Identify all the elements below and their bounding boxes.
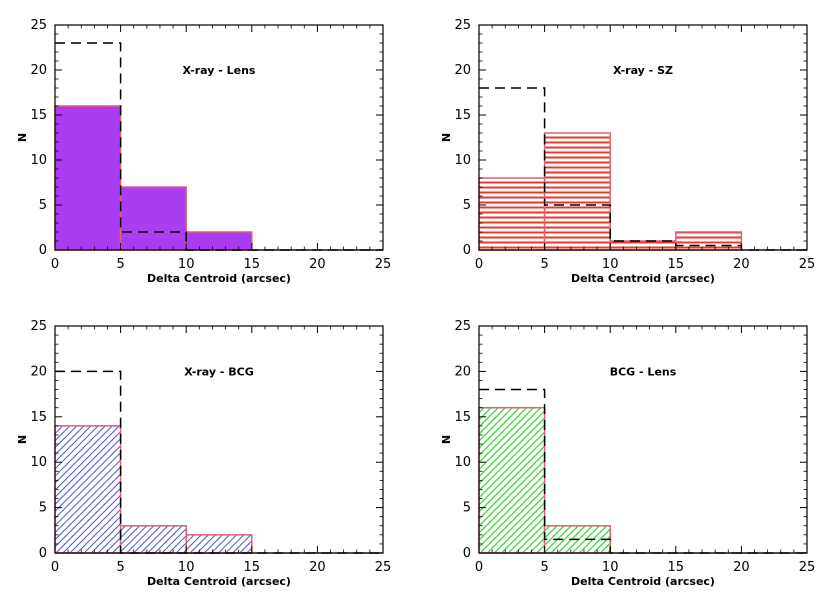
- x-tick-label: 20: [733, 560, 750, 575]
- y-axis-title: N: [440, 133, 453, 142]
- y-axis-title: N: [16, 435, 29, 444]
- x-axis-title: Delta Centroid (arcsec): [571, 575, 715, 588]
- x-tick-label: 15: [244, 257, 261, 272]
- histogram-panel-2: 0 5 10 15 20 25 0 5 10 15 20 25 Delta Centroid (arcs…: [440, 18, 815, 285]
- x-tick-label: 5: [540, 257, 548, 272]
- y-tick-label: 10: [30, 455, 47, 470]
- y-tick-label: 5: [463, 198, 471, 213]
- y-tick-label: 0: [463, 546, 471, 561]
- x-tick-label: 15: [668, 560, 685, 575]
- histogram-bar: [119, 525, 187, 554]
- panel-annotation: X-ray - BCG: [184, 365, 254, 378]
- y-tick-label: 0: [39, 546, 47, 561]
- y-tick-label: 10: [30, 153, 47, 168]
- x-tick-label: 20: [309, 257, 326, 272]
- y-tick-label: 15: [30, 108, 47, 123]
- y-tick-label: 25: [454, 319, 471, 334]
- x-tick-label: 10: [178, 560, 195, 575]
- histogram-bar: [185, 231, 253, 251]
- x-tick-label: 20: [733, 257, 750, 272]
- x-axis-title: Delta Centroid (arcsec): [147, 575, 291, 588]
- x-tick-label: 5: [116, 257, 124, 272]
- y-tick-label: 20: [30, 63, 47, 78]
- y-tick-label: 5: [39, 198, 47, 213]
- histogram-bar: [543, 132, 611, 251]
- y-tick-label: 15: [30, 410, 47, 425]
- y-tick-label: 0: [39, 243, 47, 258]
- histogram-bar: [54, 105, 122, 251]
- y-tick-label: 15: [454, 410, 471, 425]
- y-tick-label: 10: [454, 153, 471, 168]
- plot-frame: [54, 325, 384, 554]
- x-tick-label: 25: [799, 560, 816, 575]
- panel-annotation: X-ray - Lens: [183, 64, 256, 77]
- panel-annotation: BCG - Lens: [610, 365, 677, 378]
- histogram-bar: [185, 534, 253, 554]
- y-tick-label: 5: [463, 501, 471, 516]
- plot-frame: [478, 24, 808, 251]
- x-tick-label: 5: [540, 560, 548, 575]
- y-axis-title: N: [16, 133, 29, 142]
- histogram-bar: [478, 406, 546, 554]
- y-tick-label: 20: [454, 63, 471, 78]
- x-tick-label: 10: [178, 257, 195, 272]
- x-tick-label: 25: [375, 257, 392, 272]
- x-tick-label: 25: [799, 257, 816, 272]
- y-tick-label: 20: [30, 364, 47, 379]
- y-tick-label: 10: [454, 455, 471, 470]
- histogram-panel-1: 0 5 10 15 20 25 0 5 10 15 20 25 Delta Centroid (arcs…: [16, 18, 391, 285]
- plot-frame: [478, 325, 808, 554]
- x-tick-label: 5: [116, 560, 124, 575]
- panel-annotation: X-ray - SZ: [613, 64, 673, 77]
- histogram-bar: [119, 186, 187, 251]
- histogram-panel-3: 0 5 10 15 20 25 0 5 10 15 20 25 Delta Centroid (arcs…: [16, 319, 391, 588]
- x-tick-label: 10: [602, 560, 619, 575]
- histogram-bar: [478, 177, 546, 251]
- y-tick-label: 20: [454, 364, 471, 379]
- y-tick-label: 0: [463, 243, 471, 258]
- x-tick-label: 0: [475, 560, 483, 575]
- x-tick-label: 25: [375, 560, 392, 575]
- x-tick-label: 0: [51, 257, 59, 272]
- y-tick-label: 25: [454, 18, 471, 33]
- x-tick-label: 0: [51, 560, 59, 575]
- y-tick-label: 15: [454, 108, 471, 123]
- y-axis-title: N: [440, 435, 453, 444]
- histogram-bar: [609, 240, 677, 251]
- histogram-bar: [54, 425, 122, 554]
- y-tick-label: 25: [30, 18, 47, 33]
- y-tick-label: 25: [30, 319, 47, 334]
- x-axis-title: Delta Centroid (arcsec): [571, 272, 715, 285]
- y-tick-label: 5: [39, 501, 47, 516]
- x-tick-label: 0: [475, 257, 483, 272]
- plot-frame: [54, 24, 384, 251]
- histogram-panel-4: 0 5 10 15 20 25 0 5 10 15 20 25 Delta Centroid (arcs…: [440, 319, 815, 588]
- x-axis-title: Delta Centroid (arcsec): [147, 272, 291, 285]
- x-tick-label: 15: [244, 560, 261, 575]
- x-tick-label: 20: [309, 560, 326, 575]
- x-tick-label: 15: [668, 257, 685, 272]
- comparison-step-line: [55, 42, 383, 251]
- x-tick-label: 10: [602, 257, 619, 272]
- histogram-bar: [675, 231, 743, 251]
